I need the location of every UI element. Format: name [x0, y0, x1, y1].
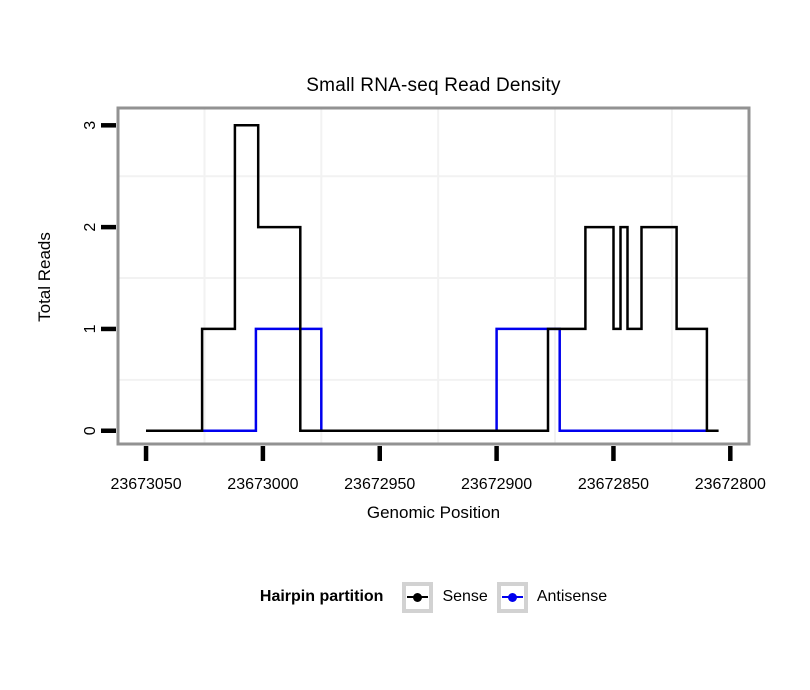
legend: Hairpin partition Sense Antisense: [118, 581, 749, 613]
y-tick-label: 1: [82, 324, 99, 333]
plot-panel: [118, 108, 749, 444]
legend-entry-antisense: Antisense: [496, 581, 608, 613]
chart-title: Small RNA-seq Read Density: [306, 75, 561, 96]
legend-title: Hairpin partition: [259, 588, 384, 605]
panel-border: [116, 106, 751, 446]
legend-entry-sense: Sense: [402, 581, 488, 613]
x-tick-label: 23672850: [578, 476, 649, 493]
antisense-point-swatch-icon: [507, 592, 517, 602]
y-tick-label: 3: [82, 121, 99, 130]
legend-key-antisense: [496, 581, 528, 613]
legend-label-antisense: Antisense: [536, 588, 608, 605]
sense-point-swatch-icon: [413, 592, 423, 602]
legend-key-sense: [402, 581, 434, 613]
x-tick-label: 23673000: [227, 476, 298, 493]
x-tick-label: 23673050: [110, 476, 181, 493]
y-axis-title: Total Reads: [35, 232, 54, 322]
y-tick-label: 0: [82, 426, 99, 435]
y-tick-label: 2: [82, 223, 99, 232]
x-axis-title: Genomic Position: [366, 503, 501, 522]
x-tick-label: 23672900: [461, 476, 532, 493]
x-tick-label: 23672950: [344, 476, 415, 493]
legend-label-sense: Sense: [442, 588, 488, 605]
series-line-sense: [146, 124, 719, 433]
x-tick-label: 23672800: [695, 476, 766, 493]
